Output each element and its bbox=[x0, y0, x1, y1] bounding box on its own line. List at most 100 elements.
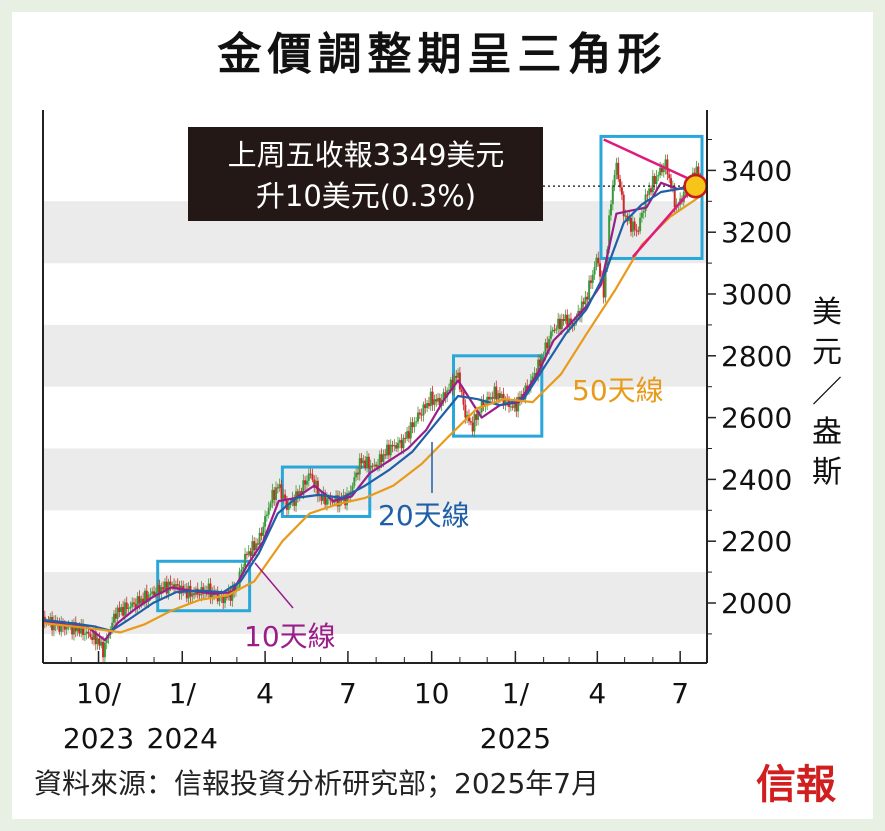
candle-body bbox=[662, 168, 665, 173]
candle-body bbox=[531, 376, 534, 381]
candle-body bbox=[260, 532, 263, 536]
x-tick-label: 7 bbox=[671, 677, 689, 710]
y-tick-label: 3400 bbox=[721, 154, 792, 187]
candle-body bbox=[491, 397, 494, 399]
candle-body bbox=[453, 375, 456, 390]
candle-body bbox=[147, 595, 150, 602]
candle-body bbox=[467, 415, 470, 422]
source-note: 資料來源：信報投資分析研究部；2025年7月 bbox=[34, 767, 600, 800]
candle-body bbox=[100, 641, 103, 646]
ma10-line bbox=[42, 181, 703, 642]
candle-body bbox=[577, 310, 580, 316]
candle-body bbox=[695, 166, 698, 180]
candle-body bbox=[63, 626, 66, 630]
candle-body bbox=[549, 331, 552, 339]
candle-body bbox=[584, 296, 587, 305]
candle-body bbox=[311, 474, 314, 480]
ma20-line bbox=[42, 186, 703, 632]
candle-body bbox=[602, 277, 605, 298]
candle-body bbox=[143, 590, 146, 604]
x-tick-label: 4 bbox=[588, 677, 606, 710]
candle-body bbox=[167, 581, 170, 594]
candle-body bbox=[160, 587, 163, 595]
candle-body bbox=[396, 442, 399, 449]
candle-body bbox=[122, 606, 125, 616]
candle-body bbox=[253, 541, 256, 551]
candle-body bbox=[366, 456, 369, 469]
candle-body bbox=[362, 460, 365, 464]
candle-body bbox=[389, 444, 392, 456]
candle-body bbox=[560, 318, 563, 330]
candle-body bbox=[80, 624, 83, 634]
candle-body bbox=[173, 584, 176, 589]
candle-body bbox=[129, 606, 132, 609]
callout-box bbox=[188, 127, 543, 221]
candle-body bbox=[458, 372, 461, 390]
candle-body bbox=[309, 473, 312, 475]
candle-body bbox=[460, 389, 463, 393]
candle-body bbox=[466, 415, 469, 418]
candle-body bbox=[635, 229, 638, 232]
candle-body bbox=[504, 399, 507, 406]
candle-body bbox=[646, 194, 649, 196]
candle-body bbox=[265, 514, 268, 517]
y-axis-unit-char: 斯 bbox=[812, 455, 842, 490]
candle-body bbox=[575, 315, 578, 323]
candle-body bbox=[413, 422, 416, 428]
x-tick-label: 4 bbox=[256, 677, 274, 710]
candle-body bbox=[457, 372, 460, 378]
candle-body bbox=[267, 507, 270, 515]
candle-body bbox=[120, 606, 123, 612]
candle-body bbox=[442, 392, 445, 400]
candle-body bbox=[569, 318, 572, 323]
triangle-upper-line bbox=[603, 138, 698, 184]
candle-body bbox=[136, 596, 139, 608]
candle-body bbox=[358, 458, 361, 475]
candle-body bbox=[335, 495, 338, 502]
candle-body bbox=[282, 494, 285, 499]
candle-body bbox=[637, 231, 640, 233]
candle-body bbox=[566, 314, 569, 328]
candle-body bbox=[568, 318, 571, 328]
y-axis-unit-char: 美 bbox=[812, 295, 842, 330]
candle-body bbox=[378, 454, 381, 465]
triangle-lower-line bbox=[631, 181, 699, 258]
candle-body bbox=[162, 587, 165, 590]
candle-body bbox=[493, 386, 496, 399]
candle-body bbox=[382, 454, 385, 462]
candle-body bbox=[94, 631, 97, 645]
last-close-marker bbox=[683, 173, 708, 199]
candle-body bbox=[304, 480, 307, 485]
ma10-label: 10天線 bbox=[244, 620, 336, 653]
candle-body bbox=[154, 592, 157, 596]
candle-body bbox=[409, 422, 412, 439]
candle-body bbox=[133, 602, 136, 604]
candle-body bbox=[193, 593, 196, 595]
candle-body bbox=[71, 625, 74, 635]
candle-body bbox=[247, 551, 250, 555]
candle-body bbox=[599, 263, 602, 277]
candle-body bbox=[103, 642, 106, 658]
candle-body bbox=[495, 386, 498, 400]
candle-body bbox=[628, 217, 631, 222]
candle-body bbox=[256, 543, 259, 545]
candle-body bbox=[89, 633, 92, 637]
candle-body bbox=[400, 440, 403, 449]
candle-body bbox=[127, 608, 130, 610]
candle-body bbox=[593, 266, 596, 275]
candle-body bbox=[622, 194, 625, 217]
candle-body bbox=[518, 396, 521, 401]
candle-body bbox=[207, 583, 210, 595]
candle-body bbox=[82, 624, 85, 635]
ma20-label: 20天線 bbox=[378, 499, 470, 532]
x-tick-label: 1/ bbox=[502, 677, 530, 710]
candle-body bbox=[429, 391, 432, 407]
candle-body bbox=[562, 318, 565, 322]
candle-body bbox=[630, 217, 633, 232]
candle-body bbox=[325, 498, 328, 505]
candle-body bbox=[222, 595, 225, 604]
candle-body bbox=[526, 385, 529, 389]
callout-line-1: 上周五收報3349美元 bbox=[228, 138, 505, 172]
candle-body bbox=[497, 393, 500, 400]
